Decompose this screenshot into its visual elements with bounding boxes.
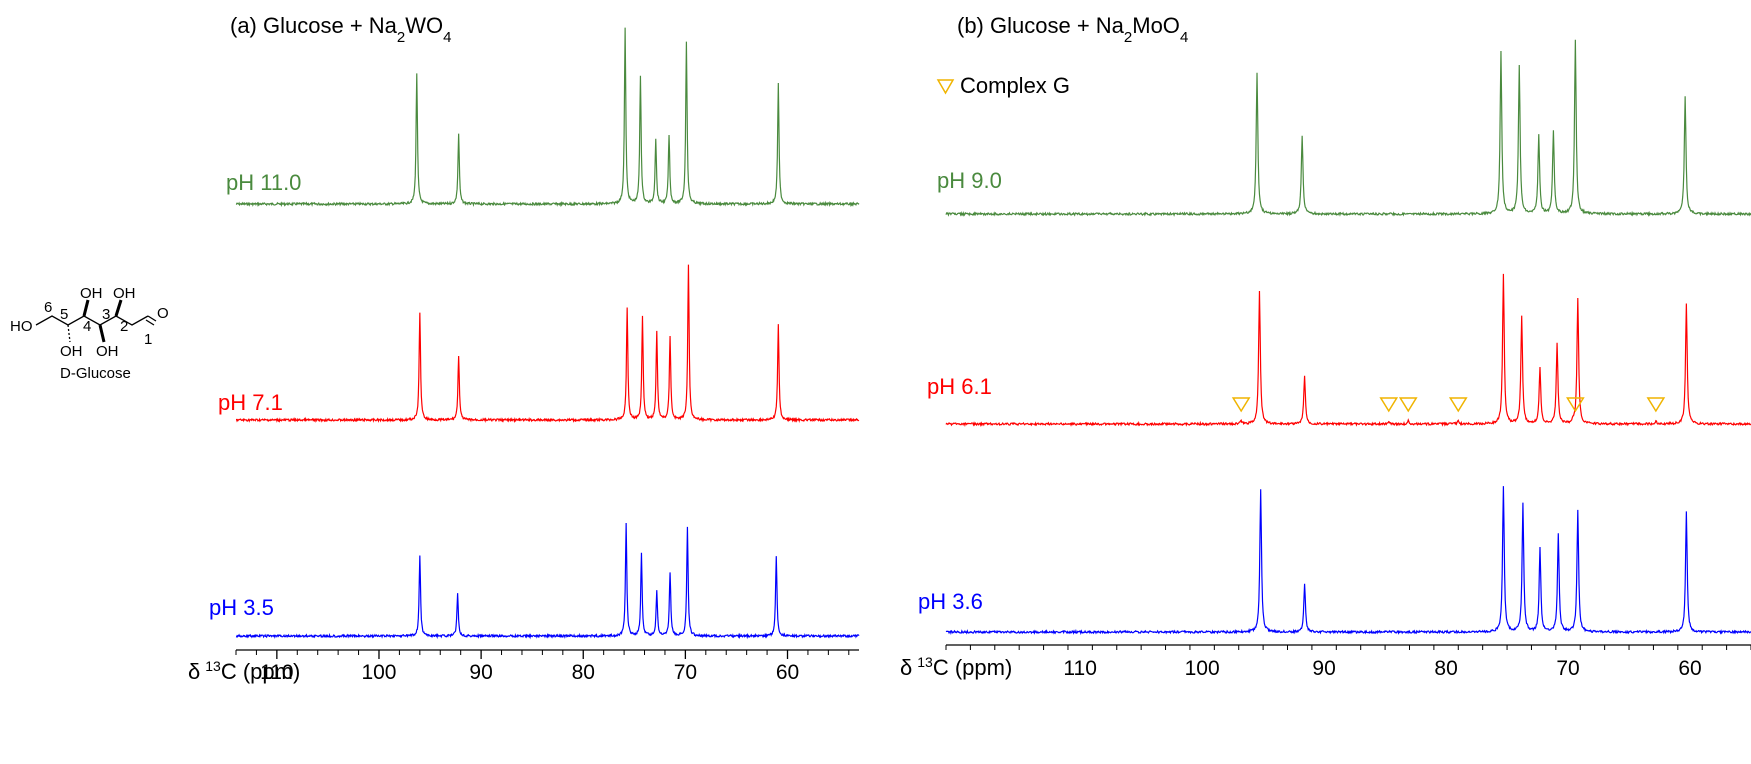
carbon-number-1: 1 (144, 331, 152, 348)
x-tick-label: 60 (1678, 657, 1701, 680)
atom-oh-c5: OH (60, 343, 83, 360)
x-tick-label: 110 (1063, 657, 1096, 680)
x-axis-panel-a: 110 100 90 80 70 60 (235, 649, 859, 684)
panel-b-title: (b) Glucose + Na2MoO4 (957, 13, 1188, 46)
carbon-number-5: 5 (60, 306, 68, 323)
complex-g-marker-icon (1646, 397, 1666, 413)
x-tick-label: 90 (1312, 657, 1335, 680)
atom-ho-end: HO (10, 318, 33, 335)
complex-g-marker-icon (1231, 397, 1251, 413)
x-tick-label: 110 (260, 661, 293, 684)
trace-label-b-2: pH 3.6 (918, 589, 983, 614)
panel-a-title: (a) Glucose + Na2WO4 (230, 13, 451, 46)
carbon-number-6: 6 (44, 299, 52, 316)
complex-g-marker-icon (1379, 397, 1399, 413)
atom-oh-c4: OH (80, 285, 103, 302)
x-tick-label: 70 (674, 661, 697, 684)
trace-label-b-0: pH 9.0 (937, 168, 1002, 193)
spectrum-a-0 (235, 27, 860, 208)
complex-g-marker-icon (1566, 397, 1585, 413)
x-axis-panel-b: 110 100 90 80 70 60 (945, 644, 1751, 680)
glucose-backbone (35, 315, 149, 326)
complex-g-markers (1231, 397, 1666, 413)
atom-oh-c2: OH (113, 285, 136, 302)
spectra-panel-a (235, 27, 860, 640)
x-tick-label: 80 (1434, 657, 1457, 680)
trace-label-a-1: pH 7.1 (218, 390, 283, 415)
spectrum-b-0 (945, 39, 1751, 217)
x-tick-label: 80 (572, 661, 595, 684)
carbon-number-3: 3 (102, 306, 110, 323)
legend-triangle-icon (936, 79, 955, 95)
atom-oh-c3: OH (96, 343, 119, 360)
x-tick-label: 100 (1185, 657, 1220, 680)
complex-g-marker-icon (1448, 397, 1468, 413)
carbon-number-2: 2 (120, 318, 128, 335)
spectrum-a-2 (235, 522, 860, 640)
trace-label-a-0: pH 11.0 (226, 170, 301, 195)
spectra-panel-b (945, 39, 1751, 636)
legend-label: Complex G (960, 73, 1070, 98)
trace-label-b-1: pH 6.1 (927, 374, 992, 399)
legend-complex-g: Complex G (936, 73, 1070, 98)
spectrum-b-2 (945, 486, 1751, 636)
x-axis-title-a: δ 13C (ppm) (188, 658, 300, 684)
x-tick-label: 90 (469, 661, 492, 684)
x-tick-label: 60 (776, 661, 799, 684)
x-tick-label: 100 (361, 661, 396, 684)
atom-o-c1: O (157, 305, 169, 322)
spectrum-a-1 (235, 264, 860, 424)
x-tick-label: 70 (1556, 657, 1579, 680)
d-glucose-structure: HO OH OH OH OH O 6 5 4 3 2 1 D-Glucose (10, 285, 169, 382)
molecule-name: D-Glucose (60, 365, 131, 382)
trace-label-a-2: pH 3.5 (209, 595, 274, 620)
carbon-number-4: 4 (83, 318, 91, 335)
spectrum-b-1 (945, 273, 1751, 428)
x-axis-title-b: δ 13C (ppm) (900, 654, 1012, 680)
complex-g-marker-icon (1398, 397, 1418, 413)
